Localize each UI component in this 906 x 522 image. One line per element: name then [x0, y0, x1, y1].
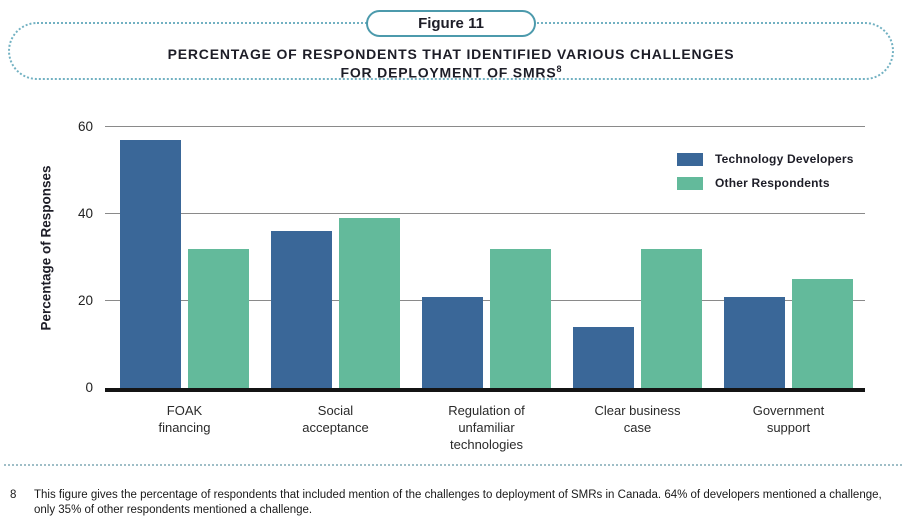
- footnote: 8 This figure gives the percentage of re…: [4, 464, 902, 518]
- bar: [422, 296, 483, 388]
- legend-label: Technology Developers: [715, 152, 854, 166]
- bar-group: [724, 118, 853, 388]
- figure-title-line1: PERCENTAGE OF RESPONDENTS THAT IDENTIFIE…: [167, 46, 735, 62]
- bar: [271, 231, 332, 388]
- plot-area: 0 20 40 60 Technology Developers Other Respo…: [78, 118, 865, 395]
- grid-layer: 0 20 40 60: [78, 118, 865, 395]
- legend-swatch: [677, 152, 703, 166]
- x-label: FOAK financing: [158, 403, 211, 435]
- figure-tag-label: Figure 11: [418, 15, 484, 32]
- legend-label: Other Respondents: [715, 176, 830, 190]
- bar: [490, 248, 551, 388]
- bar: [792, 279, 853, 388]
- gridline-40: [105, 212, 865, 214]
- figure-title: PERCENTAGE OF RESPONDENTS THAT IDENTIFIE…: [10, 47, 892, 81]
- x-label: Regulation of unfamiliar technologies: [448, 403, 525, 452]
- bar-group: [271, 118, 400, 388]
- bar-group: [573, 118, 702, 388]
- bar-chart: Percentage of Responses 0 20 40 60 Technolo…: [0, 100, 906, 462]
- figure-tag: Figure 11: [366, 10, 536, 37]
- bar-group: [120, 118, 249, 388]
- bar: [188, 248, 249, 388]
- bar: [641, 248, 702, 388]
- y-tick-40: 40: [77, 205, 93, 221]
- legend-item: Technology Developers: [677, 152, 854, 166]
- bar: [339, 218, 400, 388]
- figure-title-line2: FOR DEPLOYMENT OF SMRS8: [10, 62, 892, 81]
- bar-group: [422, 118, 551, 388]
- bar: [724, 296, 785, 388]
- x-label: Social acceptance: [302, 403, 369, 435]
- figure-title-line2-text: FOR DEPLOYMENT OF SMRS: [340, 64, 557, 81]
- figure-title-footnote-ref: 8: [556, 64, 562, 74]
- y-tick-20: 20: [77, 292, 93, 308]
- bar: [573, 327, 634, 388]
- y-tick-0: 0: [85, 380, 93, 395]
- bar: [120, 139, 181, 388]
- x-axis-labels: FOAK financing Social acceptance Regulatio…: [105, 402, 865, 453]
- legend: Technology Developers Other Respondents: [677, 152, 854, 190]
- y-axis-title: Percentage of Responses: [38, 165, 54, 331]
- legend-item: Other Respondents: [677, 176, 854, 190]
- footnote-text: This figure gives the percentage of resp…: [34, 489, 882, 516]
- legend-swatch: [677, 176, 703, 190]
- x-label: Clear business case: [594, 403, 681, 435]
- gridline-60: [105, 125, 865, 127]
- footnote-marker: 8: [10, 489, 17, 501]
- y-tick-60: 60: [77, 118, 93, 134]
- x-label: Government support: [752, 403, 825, 435]
- figure-title-box: Figure 11 PERCENTAGE OF RESPONDENTS THAT…: [8, 10, 894, 81]
- bars-row: [105, 118, 865, 388]
- gridline-20: [105, 299, 865, 301]
